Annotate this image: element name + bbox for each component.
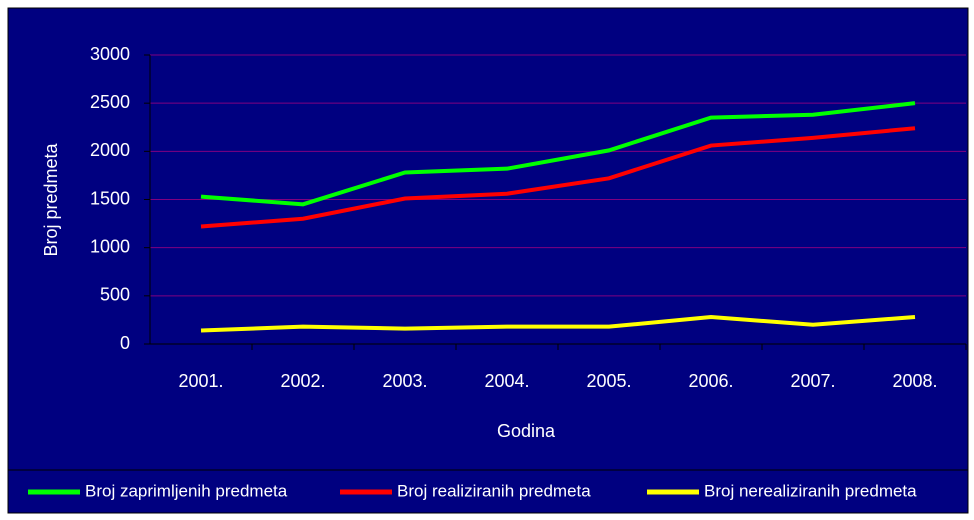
x-tick-label: 2008. — [892, 371, 937, 391]
x-axis-label: Godina — [497, 421, 556, 441]
x-tick-label: 2005. — [586, 371, 631, 391]
y-tick-label: 2000 — [90, 140, 130, 160]
x-tick-label: 2003. — [382, 371, 427, 391]
x-tick-label: 2007. — [790, 371, 835, 391]
line-series — [200, 126, 916, 229]
y-axis-label: Broj predmeta — [41, 142, 61, 256]
y-tick-label: 0 — [120, 333, 130, 353]
y-tick-label: 1000 — [90, 236, 130, 256]
y-tick-label: 500 — [100, 285, 130, 305]
y-tick-label: 1500 — [90, 188, 130, 208]
x-tick-label: 2002. — [280, 371, 325, 391]
y-tick-label: 3000 — [90, 44, 130, 64]
chart-background — [7, 7, 969, 514]
legend-label: Broj zaprimljenih predmeta — [85, 481, 288, 500]
x-tick-label: 2004. — [484, 371, 529, 391]
legend-label: Broj realiziranih predmeta — [397, 481, 591, 500]
legend: Broj zaprimljenih predmeta Broj realizira… — [28, 481, 917, 500]
x-tick-label: 2001. — [178, 371, 223, 391]
line-series — [200, 315, 916, 333]
x-tick-label: 2006. — [688, 371, 733, 391]
legend-label: Broj nerealiziranih predmeta — [704, 481, 917, 500]
line-series — [200, 101, 916, 207]
y-tick-label: 2500 — [90, 92, 130, 112]
